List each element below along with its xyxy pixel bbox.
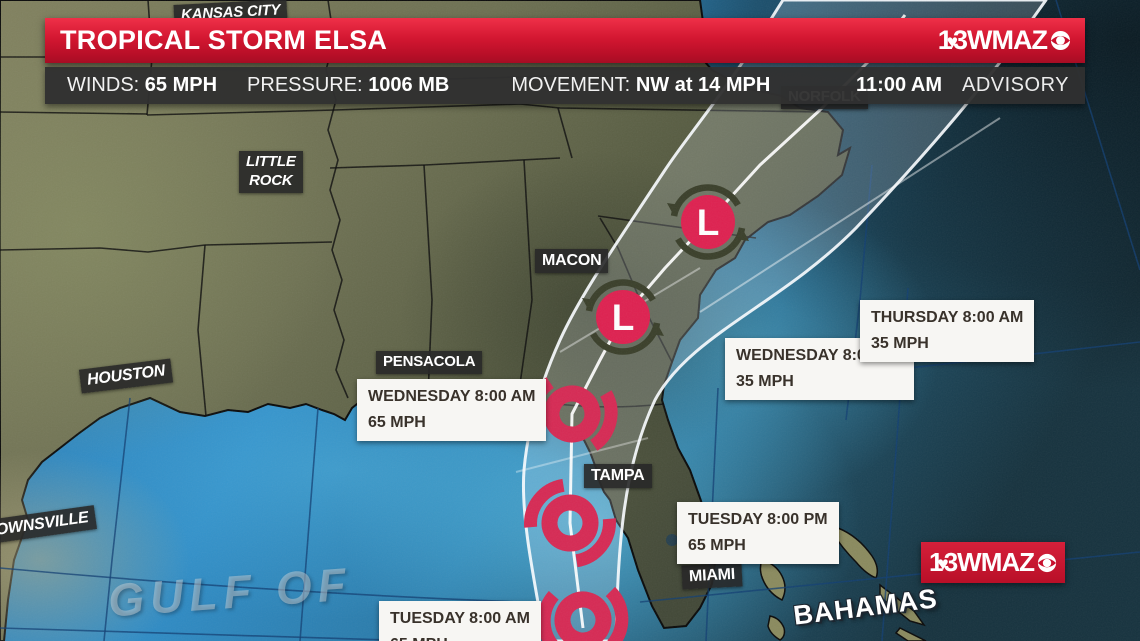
pressure-stat: PRESSURE: 1006 MB xyxy=(247,74,449,97)
forecast-wind: 65 MPH xyxy=(688,537,746,554)
winds-stat: WINDS: 65 MPH xyxy=(67,74,217,97)
forecast-wind: 65 MPH xyxy=(368,414,426,431)
winds-label: WINDS: xyxy=(67,74,140,96)
station-number: 1 xyxy=(937,25,953,55)
forecast-wind: 65 MPH xyxy=(390,632,530,641)
forecast-point-label: THURSDAY 8:00 AM 35 MPH xyxy=(860,300,1035,362)
forecast-time: WEDNESDAY 8:00 AM xyxy=(368,388,536,405)
forecast-time: TUESDAY 8:00 PM xyxy=(688,511,828,528)
city-label-miami: MIAMI xyxy=(681,562,743,590)
station-logo: 1 ♥ 3WMAZ xyxy=(929,547,1057,578)
storm-title: TROPICAL STORM ELSA xyxy=(60,25,388,55)
forecast-wind: 35 MPH xyxy=(871,335,929,352)
heart-icon: ♥ xyxy=(946,31,958,53)
forecast-time: THURSDAY 8:00 AM xyxy=(871,309,1024,326)
pressure-label: PRESSURE: xyxy=(247,74,363,96)
station-number: 1 xyxy=(928,547,944,577)
cbs-eye-icon xyxy=(1037,553,1057,573)
movement-value: NW at 14 MPH xyxy=(635,74,771,96)
station-watermark: 1 ♥ 3WMAZ xyxy=(921,542,1065,583)
heart-icon: ♥ xyxy=(937,553,948,575)
station-callsign: 3WMAZ xyxy=(943,547,1035,577)
city-label-macon: MACON xyxy=(535,249,609,273)
station-callsign: 3WMAZ xyxy=(953,25,1048,55)
station-logo: 1 ♥ 3WMAZ xyxy=(938,25,1085,56)
movement-stat: MOVEMENT: NW at 14 MPH xyxy=(511,74,770,97)
forecast-point-label: TUESDAY 8:00 AM 65 MPH xyxy=(379,601,541,641)
city-label-pensacola: PENSACOLA xyxy=(376,351,483,374)
forecast-point-label: WEDNESDAY 8:00 AM 65 MPH xyxy=(357,379,547,441)
city-label-little-rock: LITTLE ROCK xyxy=(239,151,303,193)
winds-value: 65 MPH xyxy=(144,74,218,96)
advisory-stats-bar: WINDS: 65 MPH PRESSURE: 1006 MB MOVEMENT… xyxy=(45,67,1085,104)
forecast-wind: 35 MPH xyxy=(736,373,794,390)
city-label-tampa: TAMPA xyxy=(584,464,652,488)
advisory-label: ADVISORY xyxy=(962,74,1069,96)
movement-label: MOVEMENT: xyxy=(511,74,631,96)
cbs-eye-icon xyxy=(1050,30,1071,51)
pressure-value: 1006 MB xyxy=(368,74,450,96)
advisory-time: 11:00 AM xyxy=(856,74,942,96)
forecast-time: TUESDAY 8:00 AM xyxy=(390,610,530,627)
forecast-point-label: TUESDAY 8:00 PM 65 MPH xyxy=(677,502,839,564)
title-banner: TROPICAL STORM ELSA 1 ♥ 3WMAZ xyxy=(45,18,1085,63)
